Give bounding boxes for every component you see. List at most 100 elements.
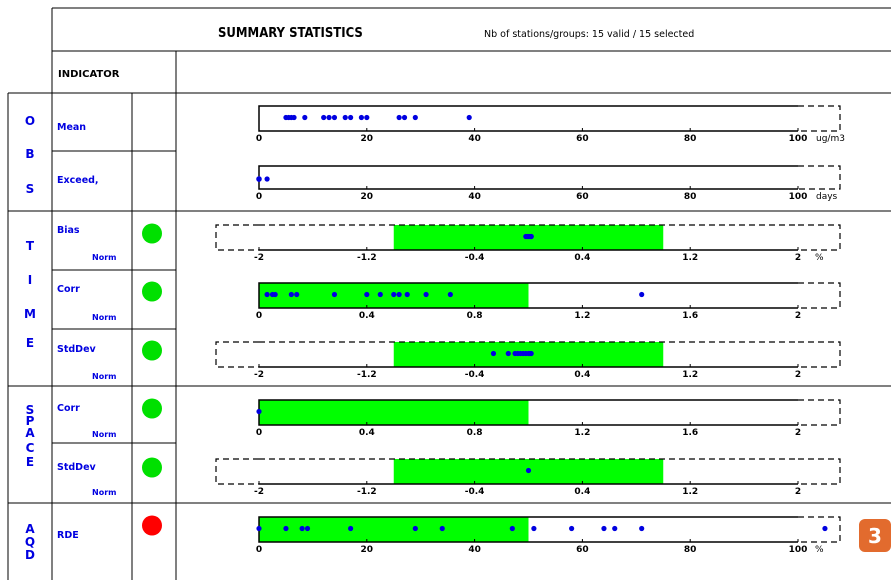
time-stddev-point — [490, 350, 497, 357]
row-space-corr: Corr Norm 0 0.4 0.8 1.2 1.6 2 — [57, 398, 841, 439]
rde-point — [531, 525, 537, 532]
time-bias-label: Bias — [57, 225, 80, 236]
space-corr-tick-label: 1.2 — [574, 428, 590, 438]
time-corr-norm-label: Norm — [92, 313, 116, 322]
space-letter: S — [26, 403, 35, 417]
time-corr-point — [364, 291, 370, 298]
exceed-tick-label: 40 — [468, 192, 481, 202]
rde-point — [439, 525, 445, 532]
time-stddev-tick-label: 1.2 — [682, 370, 698, 380]
mean-point — [331, 114, 338, 121]
time-corr-tick-label: 1.6 — [682, 311, 698, 321]
rde-point — [601, 525, 607, 532]
mean-point — [364, 114, 370, 121]
time-corr-point — [331, 291, 338, 298]
time-corr-status-indicator — [142, 281, 162, 302]
row-time-corr: Corr Norm 0 0.4 0.8 1.2 1.6 2 — [57, 281, 841, 322]
space-letter: P — [26, 414, 35, 428]
time-stddev-right-extension — [798, 341, 841, 368]
exceed-point — [256, 176, 262, 182]
time-bias-tick-label: -1.2 — [357, 253, 377, 263]
time-corr-point — [404, 291, 410, 298]
rde-point — [299, 525, 305, 532]
mean-tick-label: 100 — [789, 134, 808, 144]
time-bias-tick-label: -2 — [254, 253, 264, 263]
obs-letter: B — [25, 147, 34, 161]
time-letter: I — [28, 273, 32, 287]
time-bias-unit: % — [815, 253, 824, 263]
space-stddev-tick-label: 0.4 — [574, 487, 590, 497]
aqd-letter: Q — [25, 535, 35, 549]
space-stddev-label: StdDev — [57, 462, 97, 473]
rde-status-indicator — [142, 515, 162, 536]
time-letter: T — [26, 239, 35, 253]
exceed-axis-box — [258, 165, 798, 190]
exceed-tick-label: 100 — [789, 192, 808, 202]
time-stddev-tick-label: 0.4 — [574, 370, 590, 380]
time-bias-norm-label: Norm — [92, 253, 116, 262]
time-group-label: T I M E — [24, 239, 36, 350]
time-letter: M — [24, 307, 36, 321]
time-stddev-tick-label: 2 — [795, 370, 801, 380]
mean-unit: ug/m3 — [816, 134, 845, 144]
rde-tick-label: 0 — [256, 545, 262, 555]
space-corr-point — [256, 408, 262, 415]
rde-point — [822, 525, 828, 532]
time-corr-label: Corr — [57, 284, 80, 295]
space-stddev-tick-label: -2 — [254, 487, 264, 497]
time-corr-tick-label: 0.8 — [467, 311, 483, 321]
exceed-label: Exceed, — [57, 175, 99, 186]
row-exceed: Exceed, 0 20 40 60 80 100 days — [57, 165, 841, 202]
time-corr-point — [639, 291, 645, 298]
space-corr-tick-label: 1.6 — [682, 428, 698, 438]
time-stddev-status-indicator — [142, 340, 162, 361]
time-corr-point — [288, 291, 294, 298]
obs-letter: O — [25, 114, 35, 128]
exceed-right-extension — [798, 165, 841, 190]
exceed-tick-label: 0 — [256, 192, 262, 202]
space-stddev-tick-label: 1.2 — [682, 487, 698, 497]
exceed-point — [264, 176, 270, 182]
time-corr-point — [272, 291, 278, 298]
mean-point — [358, 114, 365, 121]
mean-point — [348, 114, 354, 121]
mean-label: Mean — [57, 122, 86, 133]
time-stddev-tick-label: -0.4 — [465, 370, 485, 380]
row-time-stddev: StdDev Norm -2 -1.2 -0.4 0.4 1.2 2 — [57, 340, 841, 381]
time-bias-tick-label: 0.4 — [574, 253, 590, 263]
space-corr-status-indicator — [142, 398, 162, 419]
time-corr-tick-label: 0.4 — [359, 311, 375, 321]
aqd-letter: A — [25, 522, 35, 536]
mean-point — [342, 114, 348, 121]
stations-count-subtitle: Nb of stations/groups: 15 valid / 15 sel… — [484, 29, 694, 40]
time-stddev-label: StdDev — [57, 344, 97, 355]
aqd-group-label: AQD — [25, 522, 35, 562]
mean-point — [412, 114, 418, 121]
space-stddev-status-indicator — [142, 457, 162, 478]
space-stddev-tick-label: -1.2 — [357, 487, 377, 497]
time-corr-point — [264, 291, 270, 298]
space-corr-target-zone — [259, 400, 529, 425]
rde-point — [348, 525, 354, 532]
time-letter: E — [26, 336, 34, 350]
space-corr-tick-label: 0 — [256, 428, 262, 438]
time-corr-point — [447, 291, 453, 298]
rde-tick-label: 100 — [789, 545, 808, 555]
time-corr-point — [391, 291, 397, 298]
space-letter: A — [25, 426, 35, 440]
time-bias-tick-label: 1.2 — [682, 253, 698, 263]
rde-point — [256, 525, 262, 532]
mean-point — [302, 114, 308, 121]
space-corr-right-extension — [798, 399, 841, 426]
space-letter: E — [26, 455, 34, 469]
time-corr-point — [294, 291, 300, 298]
time-corr-right-extension — [798, 282, 841, 309]
mean-point — [396, 114, 402, 121]
row-mean: Mean 0 20 40 60 80 100 ug/m3 — [57, 105, 845, 144]
time-corr-tick-label: 1.2 — [574, 311, 590, 321]
time-corr-point — [423, 291, 429, 298]
exceed-tick-label: 20 — [361, 192, 374, 202]
time-stddev-point — [528, 350, 534, 357]
